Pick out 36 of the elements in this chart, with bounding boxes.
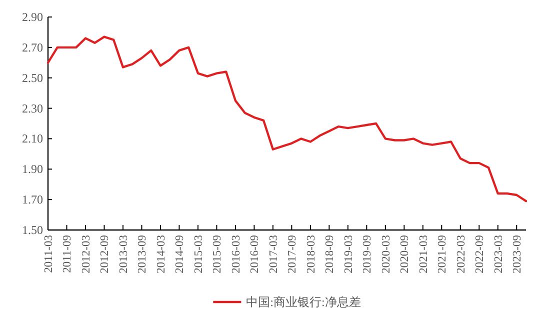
y-tick-label: 2.90 [22, 10, 43, 24]
y-tick-label: 1.50 [22, 223, 43, 237]
x-tick-label: 2017-03 [268, 234, 280, 274]
x-tick-label: 2019-03 [342, 234, 355, 274]
x-tick-label: 2011-09 [62, 234, 74, 273]
y-tick-label: 2.30 [22, 101, 43, 116]
line-series [46, 36, 528, 202]
x-tick-label: 2021-09 [436, 234, 449, 274]
x-tick-label: 2014-09 [174, 234, 186, 274]
y-tick-label: 2.70 [22, 40, 43, 54]
x-tick-label: 2022-03 [455, 234, 468, 274]
x-tick-label: 2019-09 [362, 234, 374, 274]
x-tick-label: 2011-03 [43, 234, 55, 273]
y-tick-label: 2.50 [22, 70, 43, 85]
y-tick-label: 1.90 [22, 162, 43, 176]
x-tick-label: 2015-09 [212, 234, 224, 274]
x-tick-label: 2013-03 [118, 234, 130, 274]
x-tick-label: 2023-03 [492, 234, 505, 274]
x-tick-label: 2013-09 [136, 234, 149, 274]
x-tick-label: 2021-03 [418, 234, 430, 274]
x-tick-label: 2015-03 [192, 234, 205, 274]
x-tick-label: 2016-09 [249, 234, 262, 274]
x-tick-label: 2020-09 [399, 234, 412, 274]
x-tick-label: 2014-03 [155, 234, 168, 274]
x-tick-label: 2023-09 [512, 234, 524, 274]
x-tick-label: 2022-09 [474, 234, 486, 274]
legend-label: 中国:商业银行:净息差 [246, 295, 361, 309]
x-tick-label: 2020-03 [380, 234, 392, 274]
x-tick-label: 2018-09 [324, 234, 336, 274]
y-tick-label: 1.70 [22, 192, 43, 207]
x-tick-label: 2017-09 [286, 234, 299, 274]
x-tick-label: 2016-03 [230, 234, 242, 274]
y-tick-label: 2.10 [22, 132, 43, 146]
x-tick-label: 2012-03 [80, 234, 92, 274]
x-tick-label: 2012-09 [99, 234, 112, 274]
x-tick-label: 2018-03 [305, 234, 318, 274]
